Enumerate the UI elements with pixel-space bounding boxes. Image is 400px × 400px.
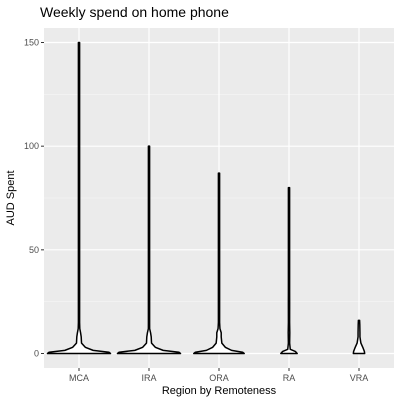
x-tick-label-ira: IRA <box>141 373 156 383</box>
violin-mca <box>46 41 112 355</box>
y-tick-label: 100 <box>24 141 39 151</box>
violin-vra <box>352 319 366 355</box>
y-axis-label: AUD Spent <box>5 170 17 225</box>
x-tick-label-mca: MCA <box>69 373 89 383</box>
x-tick-label-ra: RA <box>283 373 296 383</box>
y-tick-label: 150 <box>24 38 39 48</box>
y-tick-label: 0 <box>34 348 39 358</box>
x-tick-label-vra: VRA <box>350 373 369 383</box>
x-axis-ticks: MCA IRA ORA RA VRA <box>69 368 368 383</box>
violin-ra <box>280 186 298 355</box>
violin-ira <box>116 145 182 355</box>
x-tick-label-ora: ORA <box>209 373 229 383</box>
violin-ora <box>193 172 245 355</box>
y-axis-ticks: 0 50 100 150 <box>24 38 44 358</box>
y-tick-label: 50 <box>29 245 39 255</box>
violin-shapes <box>46 41 366 355</box>
chart-title: Weekly spend on home phone <box>40 4 229 20</box>
x-axis-label: Region by Remoteness <box>162 385 277 397</box>
